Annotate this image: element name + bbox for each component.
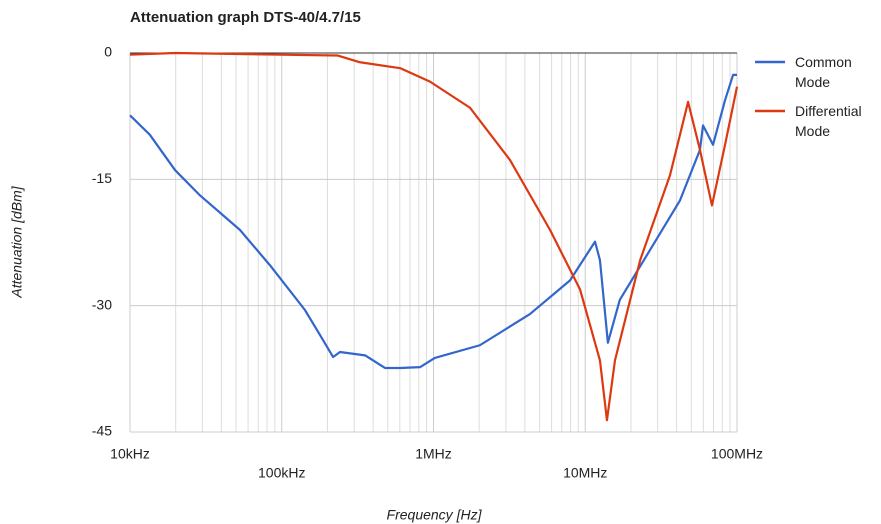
x-tick-label: 1MHz xyxy=(415,446,452,462)
y-tick-label: 0 xyxy=(104,44,112,60)
x-axis-label: Frequency [Hz] xyxy=(387,507,483,523)
chart-title: Attenuation graph DTS-40/4.7/15 xyxy=(130,9,361,26)
y-tick-label: -15 xyxy=(92,170,112,186)
series-line xyxy=(129,73,737,370)
x-tick-label: 100MHz xyxy=(711,446,763,462)
x-tick-label: 10kHz xyxy=(110,446,150,462)
y-tick-label: -30 xyxy=(92,296,112,312)
y-tick-label: -45 xyxy=(92,423,112,439)
legend-label: Differential Mode xyxy=(795,103,862,139)
x-tick-label: 10MHz xyxy=(563,465,607,481)
legend-label: Common Mode xyxy=(795,54,852,90)
series-line xyxy=(129,51,739,422)
y-axis-label: Attenuation [dBm] xyxy=(9,185,25,298)
x-tick-label: 100kHz xyxy=(258,465,305,481)
